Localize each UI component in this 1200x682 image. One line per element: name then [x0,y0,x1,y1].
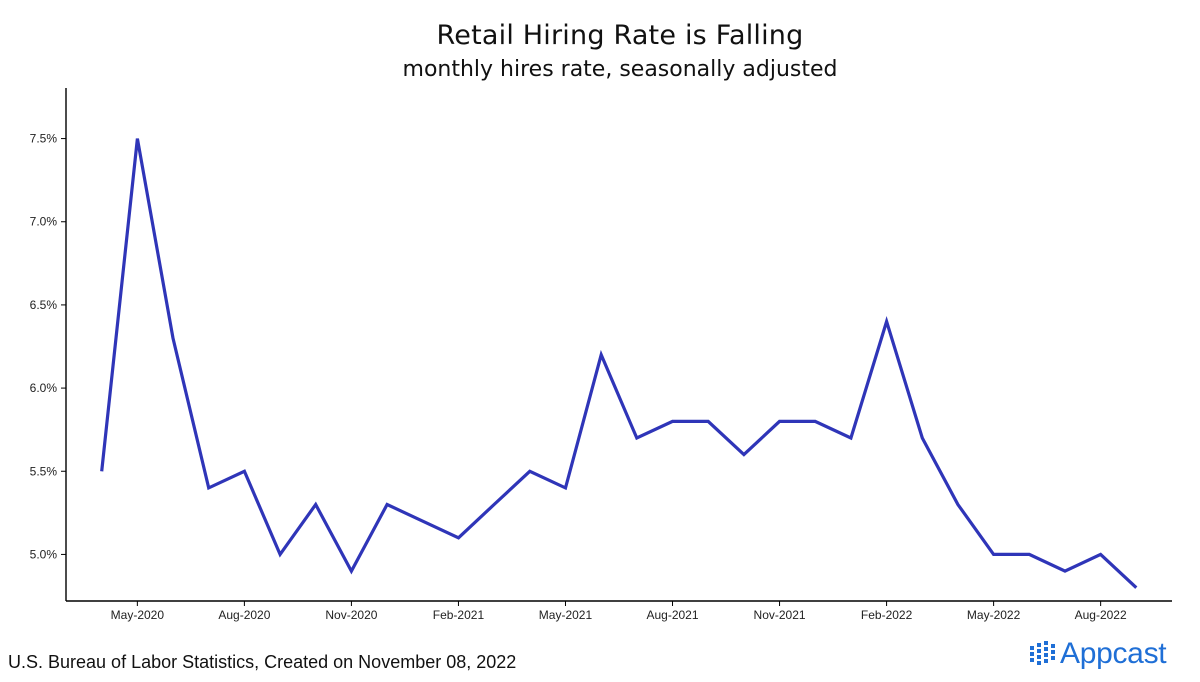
appcast-logo-text: Appcast [1060,637,1167,670]
y-tick-label: 5.5% [30,464,58,478]
source-note: U.S. Bureau of Labor Statistics, Created… [8,652,517,672]
x-axis: May-2020 Aug-2020 Nov-2020 Feb-2021 May-2021… [66,600,1172,622]
y-tick-label: 6.5% [30,298,58,312]
plot-area [100,138,1138,589]
x-tick-label: Aug-2020 [218,608,270,622]
x-tick-label: Aug-2022 [1075,608,1127,622]
y-axis: 5.0% 5.5% 6.0% 6.5% 7.0% 7.5% [30,88,67,601]
x-tick-label: Aug-2021 [646,608,698,622]
appcast-logo-icon [1030,641,1055,665]
y-tick-label: 7.0% [30,215,58,229]
x-tick-label: Feb-2021 [433,608,485,622]
chart-title: Retail Hiring Rate is Falling [436,20,804,51]
y-tick-label: 7.5% [30,132,58,146]
x-tick-label: May-2021 [539,608,593,622]
appcast-logo: Appcast [1030,636,1167,672]
x-tick-label: Nov-2021 [754,608,806,622]
line-chart: 5.0% 5.5% 6.0% 6.5% 7.0% 7.5% May-2020 Aug-202… [30,88,1172,622]
y-tick-label: 6.0% [30,381,58,395]
x-tick-label: Feb-2022 [861,608,913,622]
x-tick-label: May-2022 [967,608,1021,622]
chart-subtitle: monthly hires rate, seasonally adjusted [402,57,838,82]
y-tick-label: 5.0% [30,547,58,561]
x-tick-label: May-2020 [111,608,165,622]
x-tick-label: Nov-2020 [325,608,377,622]
series-line [100,138,1138,589]
